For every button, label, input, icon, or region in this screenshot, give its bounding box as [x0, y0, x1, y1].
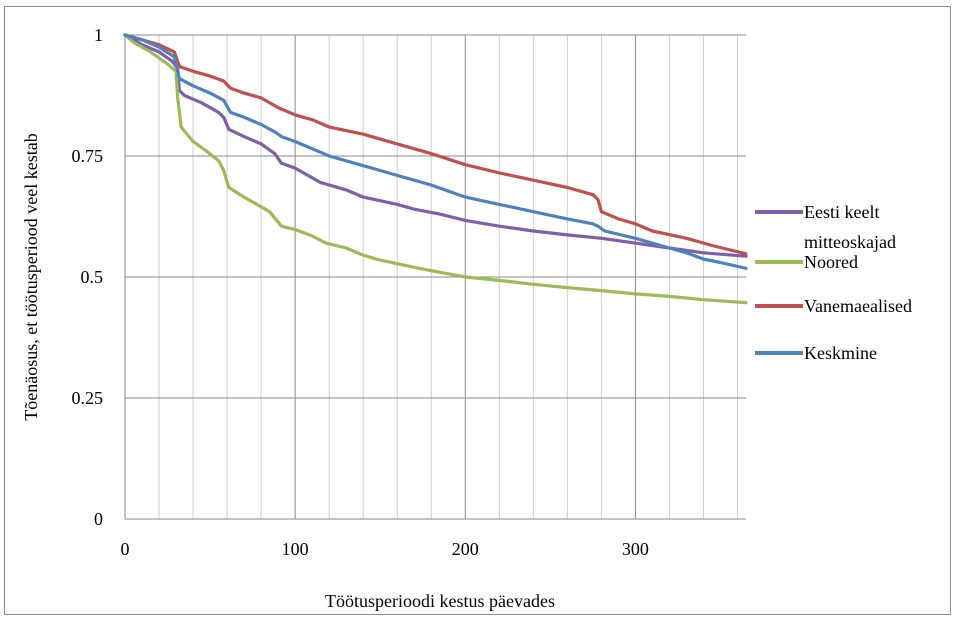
series-lines — [123, 33, 748, 305]
x-axis-title: Töötusperioodi kestus päevades — [325, 591, 555, 611]
y-axis-title: Tõenäosus, et töötusperiood veel kestab — [21, 133, 41, 420]
axes — [124, 35, 746, 520]
x-tick-label: 300 — [622, 539, 649, 559]
y-tick-label: 0.25 — [72, 388, 104, 408]
x-tick-label: 200 — [452, 539, 479, 559]
chart-frame — [4, 6, 951, 615]
series-line — [123, 33, 748, 258]
legend-label: Keskmine — [804, 343, 877, 363]
y-tick-label: 0 — [94, 509, 103, 529]
grid-lines — [125, 34, 746, 519]
legend-label: mitteoskajad — [804, 232, 896, 252]
y-tick-label: 0.75 — [72, 146, 104, 166]
series-line — [123, 33, 748, 270]
legend-label: Vanemaealised — [804, 296, 912, 316]
y-tick-label: 0.5 — [81, 267, 104, 287]
tick-labels: 0 100 200 300 0 0.25 0.5 0.75 1 — [72, 25, 649, 559]
x-tick-label: 100 — [282, 539, 309, 559]
y-tick-label: 1 — [94, 25, 103, 45]
x-tick-label: 0 — [121, 539, 130, 559]
series-line — [123, 33, 748, 256]
legend-label: Eesti keelt — [804, 202, 879, 222]
series-line — [123, 33, 748, 305]
legend-label: Noored — [804, 252, 858, 272]
